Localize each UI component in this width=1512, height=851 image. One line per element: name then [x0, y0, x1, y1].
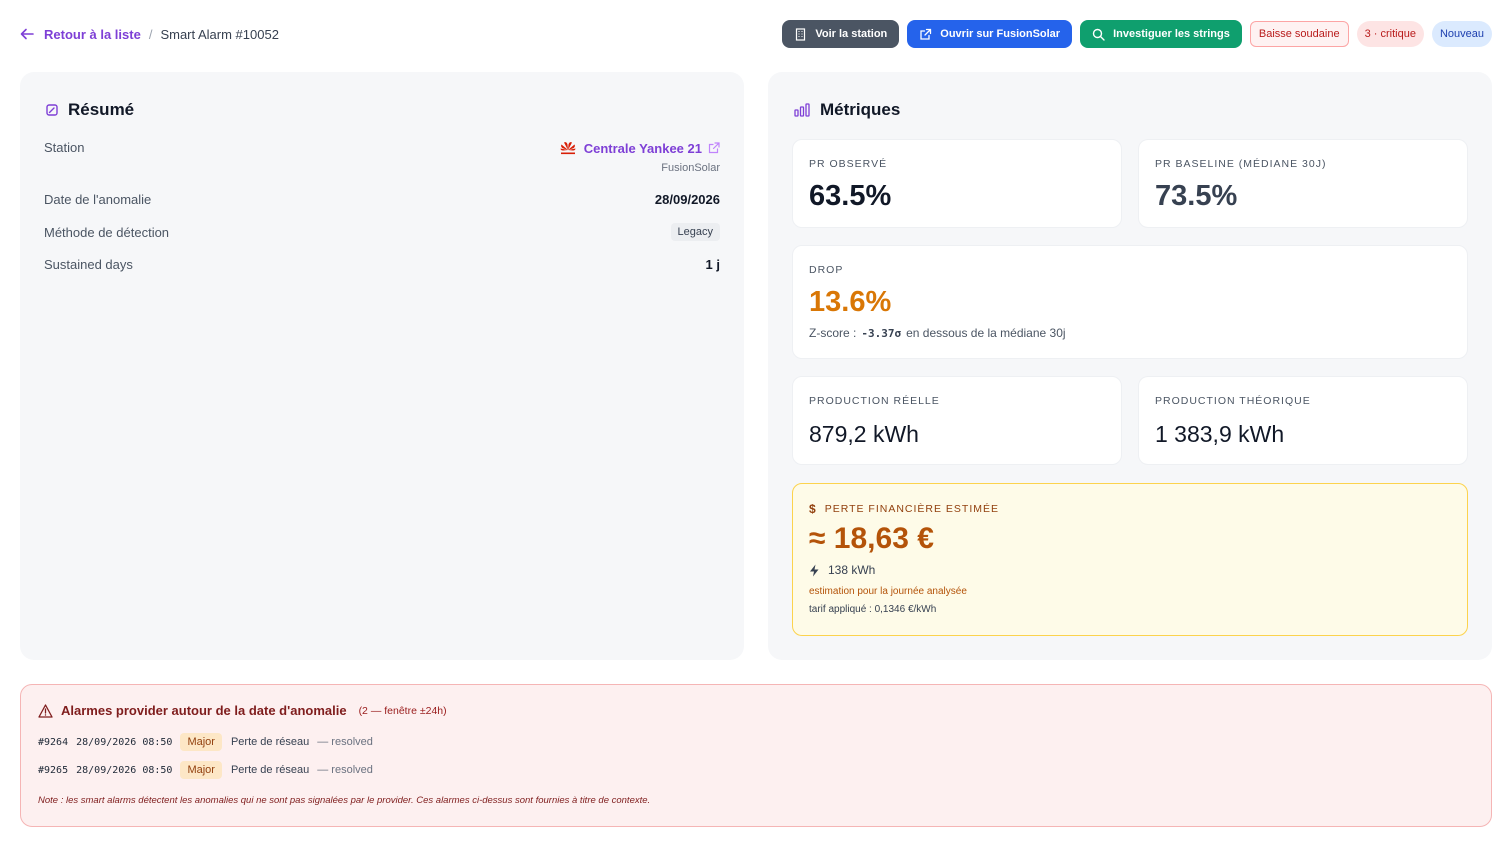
sustained-row: Sustained days 1 j — [44, 257, 720, 272]
type-badge: Baisse soudaine — [1249, 21, 1349, 47]
investigate-strings-label: Investiguer les strings — [1113, 28, 1230, 40]
view-station-label: Voir la station — [815, 28, 888, 40]
alarm-severity-badge: Major — [180, 761, 222, 779]
station-link[interactable]: Centrale Yankee 21 — [558, 140, 720, 156]
open-fusionsolar-button[interactable]: Ouvrir sur FusionSolar — [907, 20, 1073, 48]
date-row: Date de l'anomalie 28/09/2026 — [44, 192, 720, 207]
metrics-card: Métriques PR observé 63.5% PR baseline (… — [768, 72, 1492, 660]
header-actions: Voir la station Ouvrir sur FusionSolar I… — [782, 20, 1492, 48]
alarm-severity-badge: Major — [180, 733, 222, 751]
pr-baseline-card: PR baseline (médiane 30j) 73.5% — [1138, 139, 1468, 228]
date-value: 28/09/2026 — [654, 192, 720, 207]
summary-card: Résumé Station Centrale Yankee 21 Fusion… — [20, 72, 744, 660]
alarm-timestamp: 28/09/2026 08:50 — [76, 736, 173, 748]
station-link-group: Centrale Yankee 21 FusionSolar — [558, 140, 720, 174]
alarm-description: Perte de réseau — [230, 764, 310, 776]
alarm-timestamp: 28/09/2026 08:50 — [76, 764, 173, 776]
arrow-left-icon — [20, 28, 34, 40]
provider-alarms-header: Alarmes provider autour de la date d'ano… — [38, 703, 447, 718]
gauge-icon — [46, 104, 58, 116]
alarm-description: Perte de réseau — [230, 736, 310, 748]
station-name: Centrale Yankee 21 — [583, 140, 702, 156]
lost-energy-line: 138 kWh — [809, 563, 875, 577]
alarm-id: #9265 — [38, 764, 69, 776]
station-row: Station Centrale Yankee 21 FusionSolar — [44, 140, 720, 174]
pr-observed-value: 63.5% — [809, 180, 892, 212]
station-label: Station — [44, 140, 85, 155]
station-provider: FusionSolar — [661, 162, 720, 174]
metrics-title: Métriques — [794, 100, 900, 120]
date-label: Date de l'anomalie — [44, 192, 152, 207]
method-chip: Legacy — [670, 223, 720, 241]
production-theory-label: Production théorique — [1155, 395, 1311, 407]
drop-card: Drop 13.6% Z-score : -3.37σ en dessous d… — [792, 245, 1468, 359]
pr-baseline-label: PR baseline (médiane 30j) — [1155, 158, 1327, 170]
external-link-icon — [920, 28, 932, 40]
breadcrumb-separator: / — [148, 26, 153, 42]
breadcrumb-current: Smart Alarm #10052 — [160, 26, 279, 42]
open-fusionsolar-label: Ouvrir sur FusionSolar — [940, 28, 1061, 40]
pr-observed-label: PR observé — [809, 158, 888, 170]
financial-loss-value: ≈ 18,63 € — [809, 522, 934, 555]
provider-alarms-panel: Alarmes provider autour de la date d'ano… — [20, 684, 1492, 827]
production-theory-card: Production théorique 1 383,9 kWh — [1138, 376, 1468, 465]
metrics-title-text: Métriques — [820, 100, 901, 119]
back-label: Retour à la liste — [44, 26, 141, 42]
alarm-status: — resolved — [317, 764, 373, 776]
sustained-label: Sustained days — [44, 257, 133, 272]
z-score-value: -3.37σ — [861, 327, 902, 340]
building-icon — [796, 27, 806, 41]
search-icon — [1092, 28, 1105, 41]
alarm-row[interactable]: #9265 28/09/2026 08:50 Major Perte de ré… — [38, 761, 373, 779]
pr-observed-card: PR observé 63.5% — [792, 139, 1122, 228]
pr-baseline-value: 73.5% — [1155, 180, 1238, 212]
investigate-strings-button[interactable]: Investiguer les strings — [1080, 20, 1242, 48]
alarm-row[interactable]: #9264 28/09/2026 08:50 Major Perte de ré… — [38, 733, 373, 751]
severity-badge: 3 · critique — [1356, 21, 1424, 47]
alarm-status: — resolved — [317, 736, 373, 748]
production-real-value: 879,2 kWh — [809, 421, 919, 447]
financial-loss-label-text: Perte financière estimée — [824, 503, 1000, 515]
z-score-suffix: en dessous de la médiane 30j — [906, 326, 1066, 340]
method-row: Méthode de détection Legacy — [44, 223, 720, 241]
status-badge: Nouveau — [1431, 21, 1492, 47]
dollar-icon: $ — [809, 502, 817, 516]
view-station-button[interactable]: Voir la station — [782, 20, 900, 48]
drop-value: 13.6% — [809, 286, 892, 318]
production-real-label: Production réelle — [809, 395, 940, 407]
provider-alarms-title: Alarmes provider autour de la date d'ano… — [61, 703, 347, 718]
drop-label: Drop — [809, 264, 844, 276]
production-theory-value: 1 383,9 kWh — [1155, 421, 1285, 447]
tariff-note: tarif appliqué : 0,1346 €/kWh — [809, 604, 937, 615]
summary-title-text: Résumé — [68, 100, 135, 119]
provider-alarms-count: (2 — fenêtre ±24h) — [358, 704, 447, 717]
back-to-list-link[interactable]: Retour à la liste — [20, 27, 141, 42]
summary-title: Résumé — [46, 100, 134, 120]
z-score-prefix: Z-score : — [809, 326, 857, 340]
sustained-value: 1 j — [705, 257, 720, 272]
estimation-note: estimation pour la journée analysée — [809, 586, 967, 597]
warning-icon — [38, 703, 53, 718]
breadcrumb: Retour à la liste / Smart Alarm #10052 — [20, 27, 279, 42]
provider-alarms-note: Note : les smart alarms détectent les an… — [38, 795, 651, 806]
alarm-id: #9264 — [38, 736, 69, 748]
lost-energy-value: 138 kWh — [828, 563, 876, 577]
z-score-line: Z-score : -3.37σ en dessous de la médian… — [809, 326, 1066, 340]
lightning-icon — [810, 564, 819, 576]
financial-loss-card: $ Perte financière estimée ≈ 18,63 € 138… — [792, 483, 1468, 636]
production-real-card: Production réelle 879,2 kWh — [792, 376, 1122, 465]
huawei-logo-icon — [560, 142, 576, 155]
financial-loss-label: $ Perte financière estimée — [809, 502, 999, 516]
method-label: Méthode de détection — [44, 224, 170, 240]
top-bar: Retour à la liste / Smart Alarm #10052 V… — [20, 18, 1492, 50]
external-link-icon — [708, 142, 720, 154]
bar-chart-icon — [794, 103, 810, 117]
